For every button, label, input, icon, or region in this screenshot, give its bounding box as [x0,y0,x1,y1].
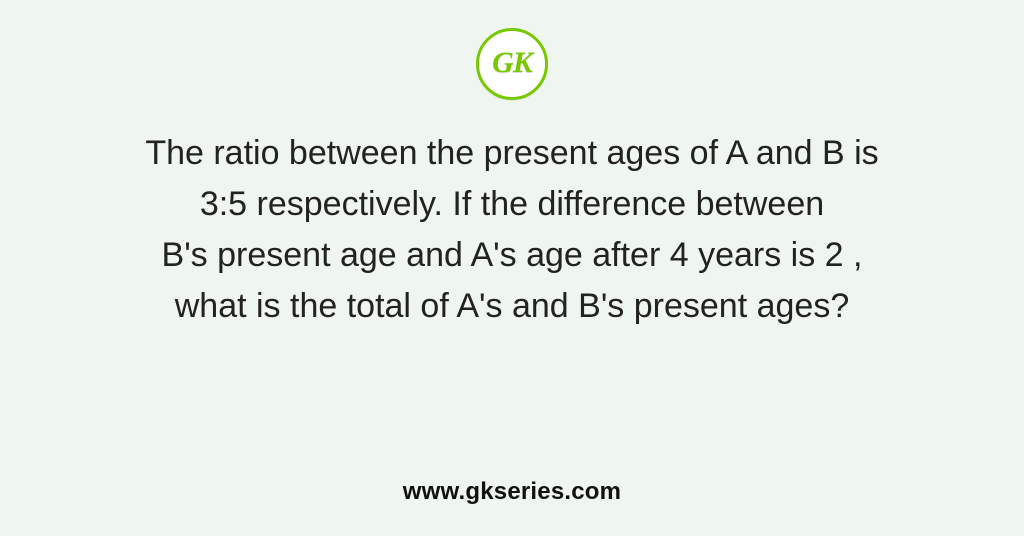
footer-url: www.gkseries.com [403,478,621,506]
question-line-3: B's present age and A's age after 4 year… [162,236,863,274]
gk-logo: GK [476,28,548,100]
question-line-4: what is the total of A's and B's present… [175,287,850,325]
gk-logo-text: GK [492,48,532,78]
question-text: The ratio between the present ages of A … [72,128,952,332]
question-line-2: 3:5 respectively. If the difference betw… [200,185,824,223]
question-line-1: The ratio between the present ages of A … [145,134,878,172]
logo-container: GK [476,28,548,100]
